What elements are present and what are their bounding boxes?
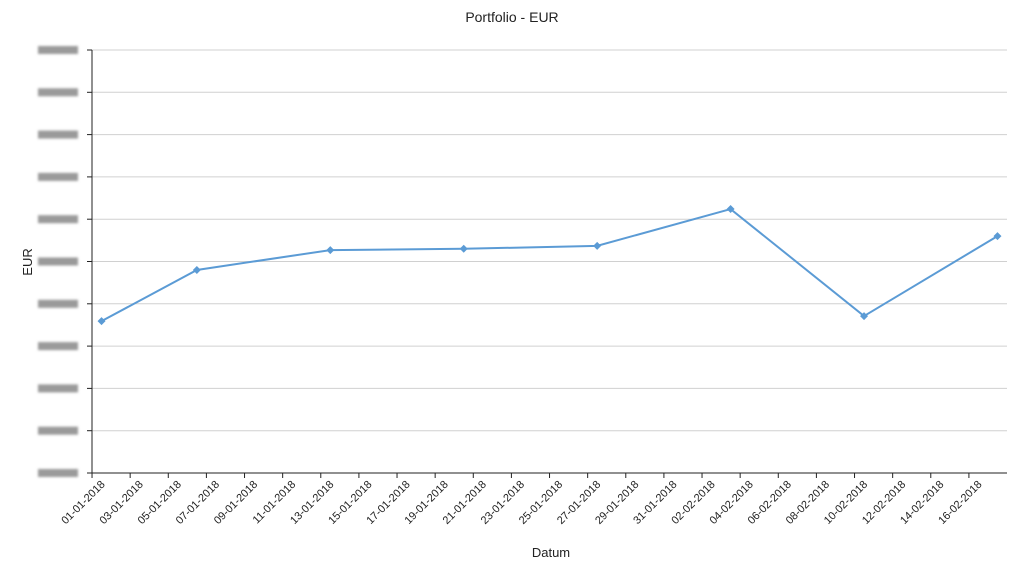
- chart-title: Portfolio - EUR: [465, 9, 558, 25]
- marker: [97, 317, 106, 326]
- marker: [459, 244, 468, 253]
- y-tick-label-blurred: [38, 88, 78, 97]
- y-axis-label: EUR: [20, 248, 35, 275]
- line: [101, 207, 998, 323]
- y-tick-label-blurred: [38, 342, 78, 351]
- y-tick-label-blurred: [38, 172, 78, 181]
- marker: [593, 241, 602, 250]
- y-tick-label-blurred: [38, 257, 78, 266]
- y-tick-label-blurred: [38, 469, 78, 477]
- y-tick-label-blurred: [38, 46, 78, 54]
- y-tick-label-blurred: [38, 384, 78, 393]
- y-tick-label-blurred: [38, 130, 78, 139]
- x-axis-label: Datum: [532, 545, 570, 560]
- y-tick-label-blurred: [38, 215, 78, 224]
- marker: [726, 205, 735, 214]
- marker: [860, 312, 869, 321]
- marker: [192, 265, 201, 274]
- marker: [993, 232, 1002, 241]
- y-tick-label-blurred: [38, 299, 78, 308]
- marker: [326, 246, 335, 255]
- y-tick-label-blurred: [38, 426, 78, 435]
